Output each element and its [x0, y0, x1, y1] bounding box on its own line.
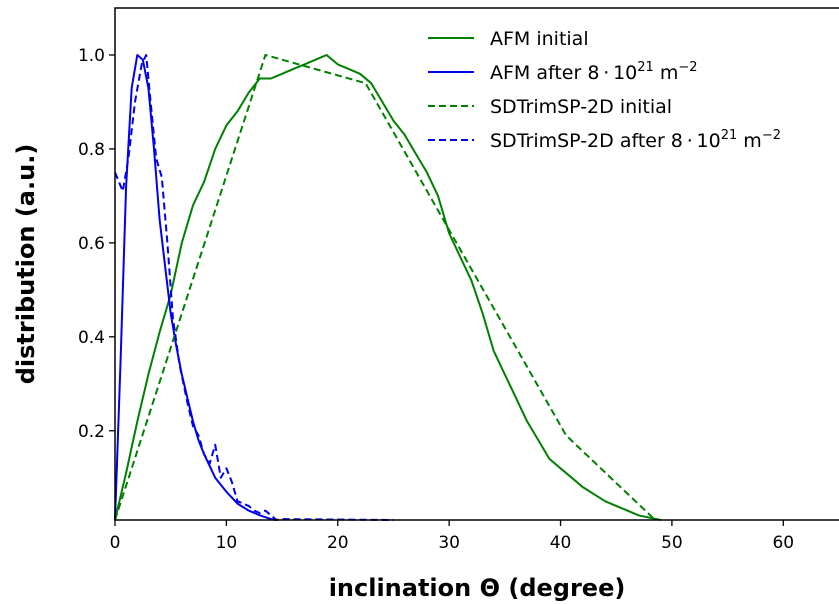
plot-frame — [114, 7, 839, 521]
series-line-1 — [114, 54, 662, 521]
x-tick-label: 60 — [772, 533, 794, 553]
series-line-4 — [114, 54, 394, 521]
x-tick-label: 50 — [661, 533, 683, 553]
series-line-3 — [114, 54, 656, 521]
x-axis-ticks: 0 10 20 30 40 50 60 — [110, 520, 794, 553]
x-tick-label: 0 — [110, 533, 121, 553]
y-tick-label: 0.6 — [78, 234, 105, 254]
y-tick-label: 0.2 — [78, 422, 105, 442]
x-tick-label: 40 — [550, 533, 572, 553]
y-tick-label: 0.4 — [78, 328, 105, 348]
x-axis-label: inclination Θ (degree) — [329, 574, 626, 602]
x-tick-label: 10 — [216, 533, 238, 553]
legend: AFM initial AFM after 8 · 1021 m−2 SDTrimS… — [428, 28, 781, 152]
x-tick-label: 20 — [327, 533, 349, 553]
legend-label-2: AFM after 8 · 1021 m−2 — [490, 60, 698, 84]
y-tick-label: 1.0 — [78, 46, 105, 66]
x-tick-label: 30 — [438, 533, 460, 553]
y-axis-ticks: 0.2 0.4 0.6 0.8 1.0 — [78, 46, 115, 442]
legend-label-1: AFM initial — [490, 28, 589, 50]
y-axis-label: distribution (a.u.) — [12, 144, 40, 385]
plot-lines — [114, 54, 662, 521]
legend-label-3: SDTrimSP-2D initial — [490, 96, 672, 118]
y-tick-label: 0.8 — [78, 140, 105, 160]
series-line-2 — [114, 54, 277, 521]
legend-label-4: SDTrimSP-2D after 8 · 1021 m−2 — [490, 128, 781, 152]
